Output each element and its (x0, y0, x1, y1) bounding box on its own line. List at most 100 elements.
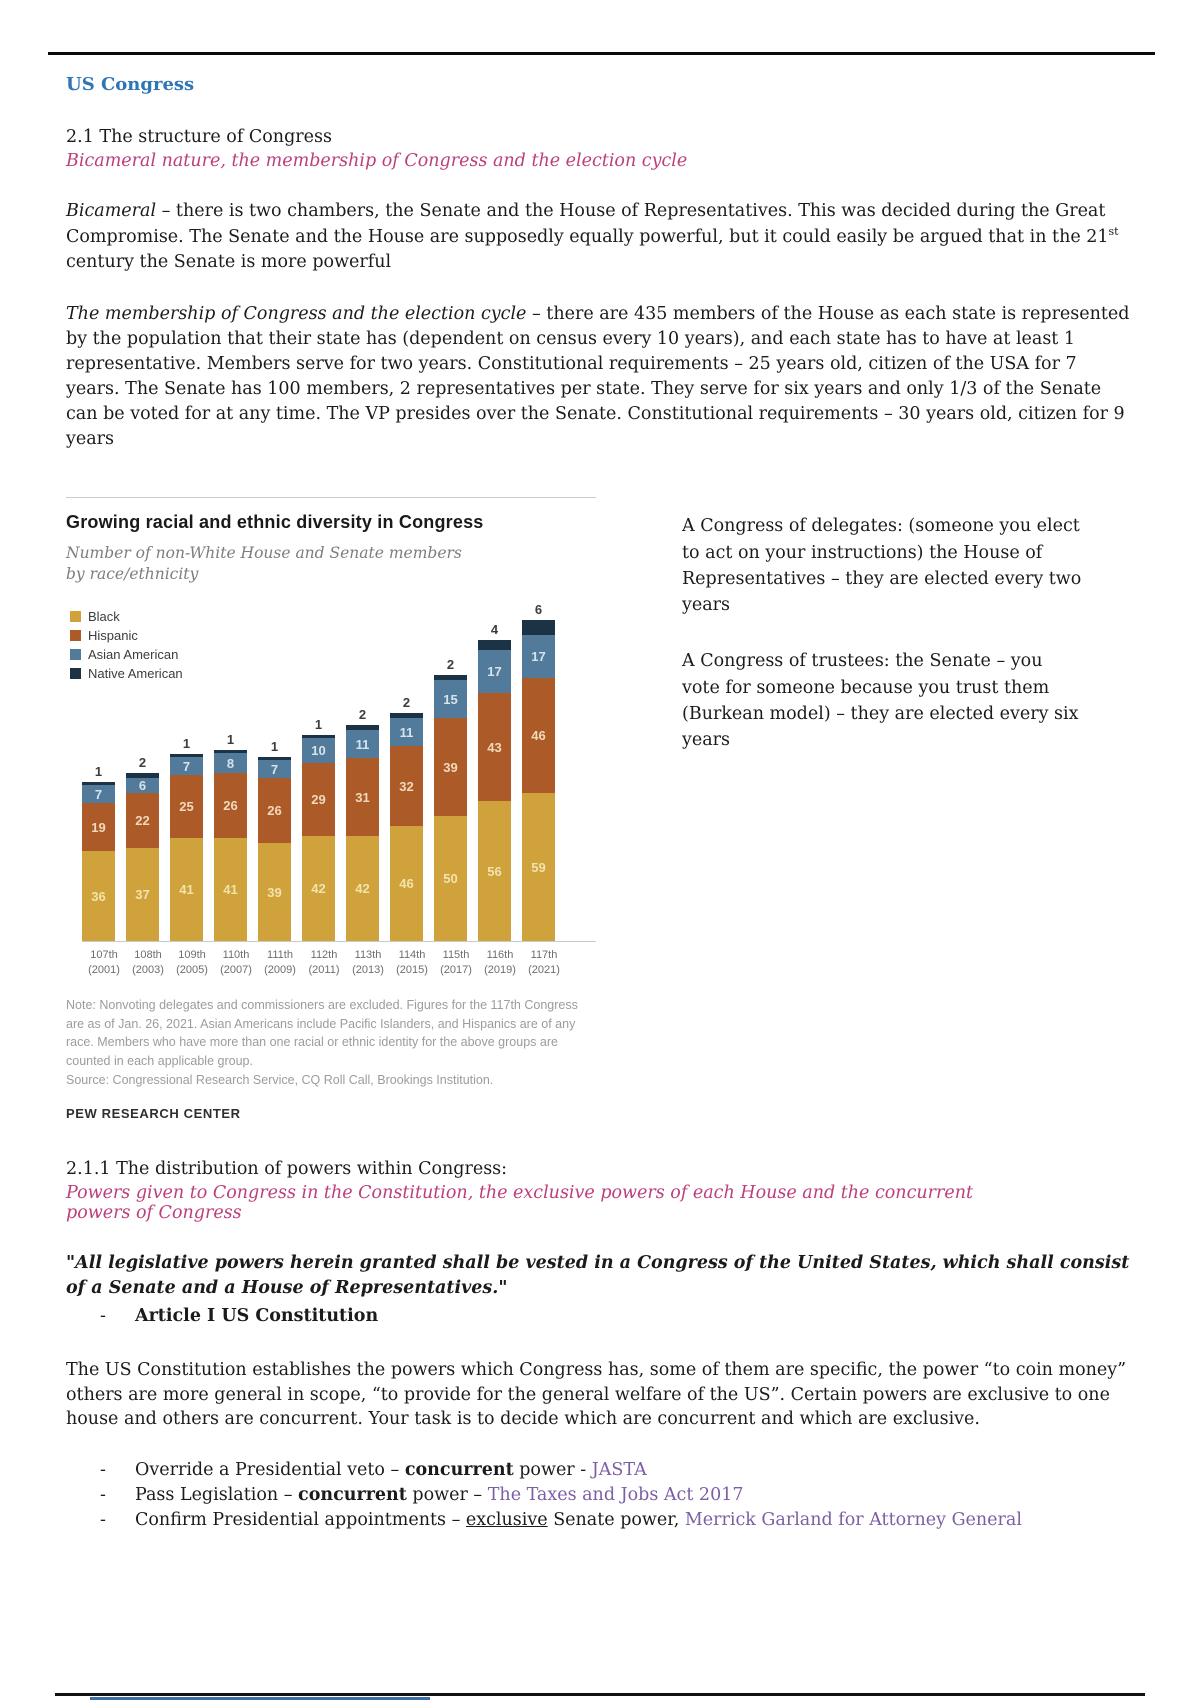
bar-segment-asian-american: 17 (522, 635, 555, 679)
legend-swatch (70, 649, 81, 661)
bar-segment-asian-american: 8 (214, 753, 247, 774)
powers-bullet-list: - Override a Presidential veto – concurre… (66, 1458, 1130, 1533)
x-axis-tick-labels: 107th (2001) 108th (2003) 109th (2005) 110th (2… (82, 942, 596, 978)
native-american-value-label: 2 (138, 755, 147, 771)
link-jasta[interactable]: JASTA (591, 1460, 647, 1481)
bar-109th: 1 7 25 41 (170, 736, 203, 942)
bar-segment-native-american (302, 735, 335, 739)
x-tick-117th: 117th (2021) (528, 949, 560, 977)
bar-segment-asian-american: 7 (82, 785, 115, 804)
section-heading-2-1: 2.1 The structure of Congress (66, 127, 332, 147)
chart-subtitle: Number of non-White House and Senate mem… (66, 543, 596, 585)
native-american-value-label: 6 (534, 602, 543, 618)
bar-segment-hispanic: 46 (522, 678, 555, 794)
bar-segment-asian-american: 15 (434, 680, 467, 719)
section-subheading-2-1-1: Powers given to Congress in the Constitu… (66, 1182, 974, 1223)
native-american-value-label: 4 (490, 622, 499, 638)
pew-research-chart: Growing racial and ethnic diversity in C… (66, 497, 596, 1121)
paragraph-bicameral: Bicameral – there is two chambers, the S… (66, 199, 1130, 274)
legend-label: Native American (88, 666, 183, 682)
bar-segment-asian-american: 10 (302, 738, 335, 764)
page-title: US Congress (66, 74, 195, 95)
bar-segment-hispanic: 29 (302, 763, 335, 837)
chart-source: Source: Congressional Research Service, … (66, 1072, 494, 1087)
bar-segment-asian-american: 11 (346, 730, 379, 759)
bar-112th: 1 10 29 42 (302, 717, 335, 942)
bar-segment-black: 46 (390, 826, 423, 942)
chart-top-rule (66, 497, 596, 499)
native-american-value-label: 1 (226, 732, 235, 748)
link-merrick-garland[interactable]: Merrick Garland for Attorney General (684, 1509, 1022, 1530)
dash-marker: - (100, 1485, 106, 1506)
link-taxes-jobs-act[interactable]: The Taxes and Jobs Act 2017 (487, 1485, 744, 1506)
chart-title: Growing racial and ethnic diversity in C… (66, 512, 484, 533)
dash-marker: - (100, 1509, 106, 1530)
native-american-value-label: 2 (402, 695, 411, 711)
note-delegates-paragraph: A Congress of delegates: (someone you el… (682, 516, 1082, 616)
bar-segment-asian-american: 6 (126, 778, 159, 794)
legend-item-black: Black (70, 607, 183, 626)
bar-segment-native-american (346, 725, 379, 731)
bar-segment-black: 39 (258, 843, 291, 942)
bar-114th: 2 11 32 46 (390, 695, 423, 942)
bar-segment-hispanic: 26 (258, 778, 291, 844)
bar-segment-native-american (214, 750, 247, 754)
legend-label: Asian American (88, 647, 179, 663)
legend-item-asian-american: Asian American (70, 645, 183, 664)
bar-segment-native-american (126, 773, 159, 779)
bar-111th: 1 7 26 39 (258, 739, 291, 942)
chart-subtitle-line2: by race/ethnicity (66, 565, 199, 584)
section-subheading-2-1: Bicameral nature, the membership of Cong… (66, 151, 688, 171)
bar-115th: 2 15 39 50 (434, 657, 467, 942)
cut-off-blue-bar (90, 1697, 430, 1700)
bar-116th: 4 17 43 56 (478, 622, 511, 942)
bar-segment-hispanic: 43 (478, 693, 511, 802)
bullet-text: power – (406, 1485, 488, 1506)
paragraph-text: – there is two chambers, the Senate and … (66, 201, 1109, 247)
native-american-value-label: 1 (270, 739, 279, 755)
bar-segment-hispanic: 19 (82, 803, 115, 852)
bar-segment-black: 42 (302, 836, 335, 942)
paragraph-text: century the Senate is more powerful (66, 251, 392, 272)
legend-swatch (70, 668, 81, 680)
bar-segment-hispanic: 22 (126, 793, 159, 849)
chart-brand: PEW RESEARCH CENTER (66, 1105, 241, 1121)
bar-107th: 1 7 19 36 (82, 764, 115, 942)
bar-segment-native-american (82, 782, 115, 786)
bar-segment-native-american (478, 640, 511, 651)
bar-segment-black: 56 (478, 801, 511, 942)
italic-lead: Bicameral (66, 201, 157, 221)
bar-segment-black: 41 (214, 838, 247, 942)
bar-segment-black: 50 (434, 816, 467, 942)
bar-segment-native-american (522, 620, 555, 636)
bullet-text: power - (513, 1460, 592, 1481)
native-american-value-label: 2 (358, 707, 367, 723)
chart-note: Note: Nonvoting delegates and commission… (66, 997, 578, 1069)
note-trustees-paragraph: A Congress of trustees: the Senate – you… (682, 651, 1079, 751)
bar-segment-hispanic: 25 (170, 775, 203, 839)
legend-swatch (70, 630, 81, 642)
bar-110th: 1 8 26 41 (214, 732, 247, 942)
bar-segment-hispanic: 39 (434, 718, 467, 817)
constitution-quote: "All legislative powers herein granted s… (66, 1252, 1130, 1298)
x-tick-114th: 114th (2015) (396, 949, 428, 977)
dash-marker: - (100, 1460, 106, 1481)
x-tick-109th: 109th (2005) (176, 949, 208, 977)
bar-segment-hispanic: 31 (346, 758, 379, 837)
paragraph-powers: The US Constitution establishes the powe… (66, 1359, 1127, 1430)
document-content: US Congress 2.1 The structure of Congres… (66, 74, 1130, 1533)
native-american-value-label: 2 (446, 657, 455, 673)
dash-marker: - (100, 1306, 106, 1327)
stacked-bar-chart: Black Hispanic Asian American Native Americ… (70, 585, 596, 943)
side-notes-column: A Congress of delegates: (someone you el… (596, 497, 1082, 1120)
chart-subtitle-line1: Number of non-White House and Senate mem… (66, 544, 462, 563)
x-tick-110th: 110th (2007) (220, 949, 252, 977)
bar-segment-black: 36 (82, 851, 115, 942)
bar-segment-asian-american: 7 (258, 760, 291, 779)
bar-segment-asian-american: 7 (170, 757, 203, 776)
section-heading-2-1-1: 2.1.1 The distribution of powers within … (66, 1158, 508, 1179)
bar-segment-native-american (258, 757, 291, 761)
bar-segment-asian-american: 17 (478, 650, 511, 694)
bar-segment-hispanic: 26 (214, 773, 247, 839)
